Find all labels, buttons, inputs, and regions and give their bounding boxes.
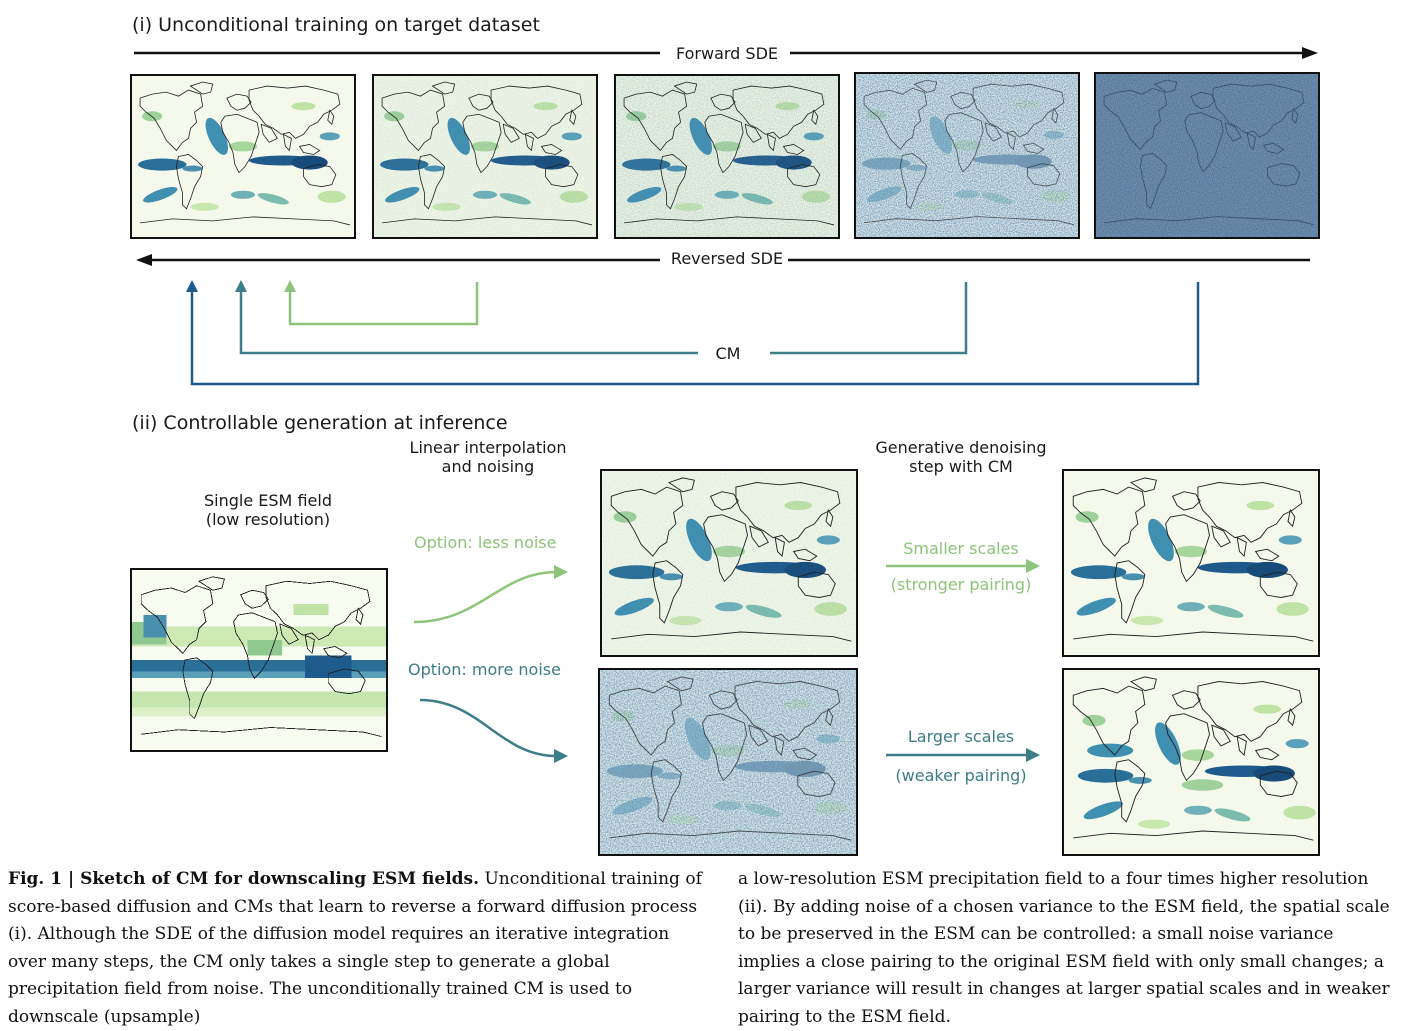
option-less-noise-label: Option: less noise <box>414 533 557 552</box>
panel-pure-noise-field <box>1094 72 1320 239</box>
panel-clean-field <box>130 74 356 239</box>
weaker-pairing-label: (weaker pairing) <box>895 766 1027 785</box>
option-curve-arrows <box>413 565 568 763</box>
cm-brackets <box>186 280 1200 386</box>
figure-label: Fig. 1 | Sketch of CM for downscaling ES… <box>8 869 480 889</box>
esm-label: Single ESM field (low resolution) <box>168 491 368 529</box>
section-2-title: (ii) Controllable generation at inferenc… <box>132 412 508 434</box>
denoise-label-line2: step with CM <box>909 457 1013 476</box>
larger-scales-label: Larger scales <box>907 727 1015 746</box>
section-1-title: (i) Unconditional training on target dat… <box>132 14 540 36</box>
panel-esm-field <box>130 568 388 752</box>
cm-label: CM <box>715 344 741 363</box>
forward-sde-arrow <box>134 47 1318 59</box>
stronger-pairing-label: (stronger pairing) <box>890 575 1032 594</box>
smaller-scales-label: Smaller scales <box>903 539 1019 558</box>
reversed-sde-arrow <box>136 254 1310 266</box>
caption-right: a low-resolution ESM precipitation field… <box>738 866 1398 1031</box>
panel-more-noise-field <box>598 668 858 856</box>
denoise-label: Generative denoising step with CM <box>846 438 1076 476</box>
option-more-noise-label: Option: more noise <box>408 660 561 679</box>
caption-left: Fig. 1 | Sketch of CM for downscaling ES… <box>8 866 708 1031</box>
caption-right-text: a low-resolution ESM precipitation field… <box>738 869 1390 1027</box>
denoise-arrows <box>886 559 1040 762</box>
esm-label-line2: (low resolution) <box>205 510 331 529</box>
denoise-label-line1: Generative denoising <box>875 438 1047 457</box>
panel-low-noise-field <box>372 74 598 239</box>
caption-left-text: Unconditional training of score-based di… <box>8 869 702 1027</box>
panel-output-larger-scales <box>1062 668 1320 856</box>
esm-label-line1: Single ESM field <box>204 491 332 510</box>
panel-output-smaller-scales <box>1062 469 1320 657</box>
interp-label-line1: Linear interpolation <box>409 438 567 457</box>
forward-sde-label: Forward SDE <box>675 44 778 63</box>
panel-less-noise-field <box>600 469 858 657</box>
interp-label-line2: and noising <box>441 457 535 476</box>
reversed-sde-label: Reversed SDE <box>670 249 784 268</box>
interp-label: Linear interpolation and noising <box>370 438 606 476</box>
panel-medium-noise-field <box>614 74 840 239</box>
panel-high-noise-field <box>854 72 1080 239</box>
